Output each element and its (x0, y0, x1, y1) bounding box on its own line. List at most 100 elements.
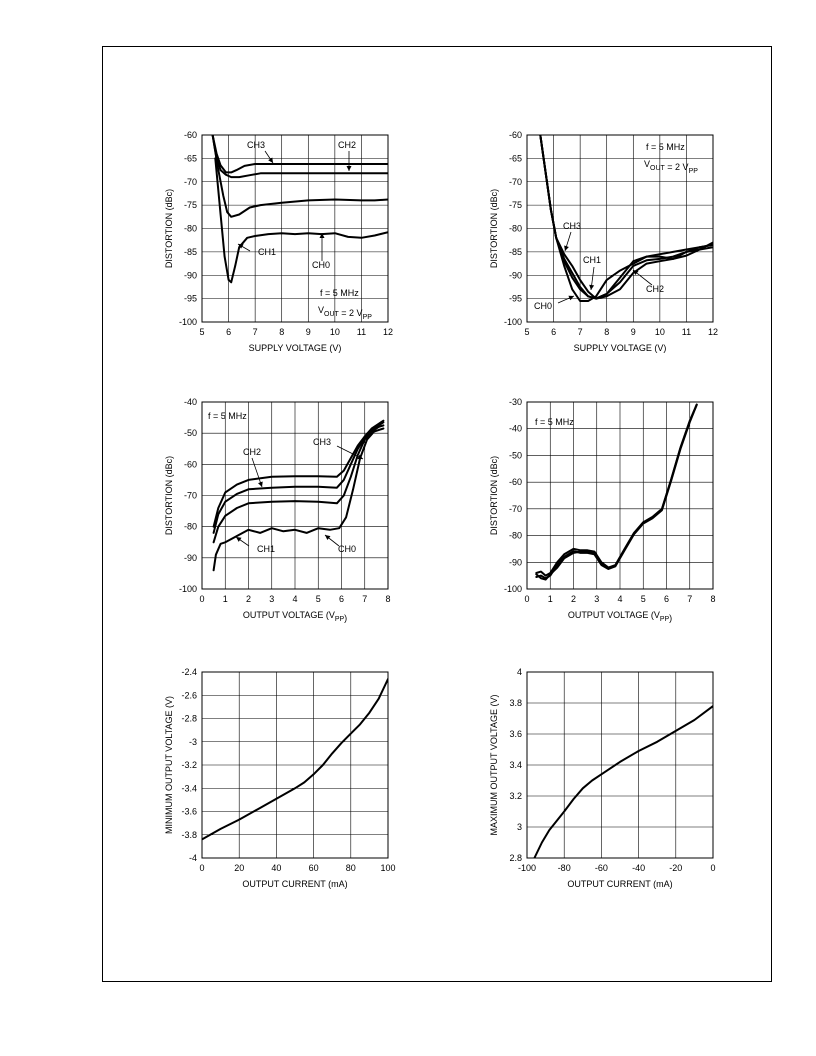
series-label-ch2: CH2 (338, 140, 356, 150)
y-tick-label: -80 (184, 224, 197, 234)
plot-frame (201, 671, 389, 859)
series-line-1 (535, 403, 698, 577)
y-tick-label: -60 (184, 459, 197, 469)
x-tick-label: 60 (309, 863, 319, 873)
x-axis-label: OUTPUT CURRENT (mA) (567, 879, 672, 889)
plot-frame (526, 671, 714, 859)
series-label-ch0: CH0 (534, 301, 552, 311)
x-tick-label: 12 (383, 327, 393, 337)
chart-1: 5 6 7 8 9 10 11 12 -100 -95 -90 -85 -80 -75 -70 -65 -60 S… (164, 130, 393, 353)
x-tick-label: 5 (524, 327, 529, 337)
series-line-3 (535, 403, 698, 581)
arrowhead-icon (236, 537, 242, 542)
x-tick-label: 6 (551, 327, 556, 337)
series-line-ch1 (212, 424, 385, 544)
y-tick-label: -3 (189, 737, 197, 747)
chart-2: 5 6 7 8 9 10 11 12 -100 -95 -90 -85 -80 -75 -70 -65 -60 S… (489, 130, 718, 353)
x-tick-label: 7 (362, 594, 367, 604)
y-tick-label: -50 (509, 450, 522, 460)
series-label-ch0: CH0 (338, 544, 356, 554)
x-tick-label: 10 (655, 327, 665, 337)
y-tick-label: 3.6 (509, 729, 522, 739)
y-tick-label: -90 (509, 270, 522, 280)
series-line-ch0 (539, 135, 713, 302)
series-line-ch2 (212, 421, 385, 534)
series-label-ch1: CH1 (583, 255, 601, 265)
series-label-ch3: CH3 (563, 221, 581, 231)
x-tick-label: -40 (632, 863, 645, 873)
x-tick-label: 7 (253, 327, 258, 337)
y-tick-label: 4 (517, 667, 522, 677)
x-tick-label: 6 (664, 594, 669, 604)
y-tick-label: -40 (184, 397, 197, 407)
series-line-ch2 (539, 135, 713, 300)
x-tick-label: 6 (226, 327, 231, 337)
y-axis-label: DISTORTION (dBc) (489, 189, 499, 268)
annotation-1: f = 5 MHz (646, 142, 685, 152)
y-tick-label: -3.2 (181, 760, 197, 770)
plot-frame (201, 401, 389, 590)
y-tick-label: -95 (509, 294, 522, 304)
y-tick-label: -100 (179, 584, 197, 594)
y-tick-label: -95 (184, 294, 197, 304)
series-label-ch2: CH2 (646, 284, 664, 294)
y-tick-label: -80 (184, 522, 197, 532)
x-tick-label: 11 (357, 327, 366, 337)
arrowhead-icon (258, 481, 263, 487)
y-tick-label: -40 (509, 424, 522, 434)
arrowhead-icon (357, 454, 363, 459)
x-tick-label: 0 (710, 863, 715, 873)
x-tick-label: -60 (595, 863, 608, 873)
y-tick-label: -70 (184, 491, 197, 501)
y-tick-label: -50 (184, 428, 197, 438)
x-tick-label: 100 (380, 863, 395, 873)
x-tick-label: 0 (199, 594, 204, 604)
arrowhead-icon (268, 157, 273, 163)
y-axis-label: DISTORTION (dBc) (164, 456, 174, 535)
y-tick-label: -80 (509, 531, 522, 541)
y-tick-label: -65 (184, 153, 197, 163)
arrowhead-icon (346, 166, 352, 171)
x-axis-label: SUPPLY VOLTAGE (V) (574, 343, 667, 353)
x-axis-label: SUPPLY VOLTAGE (V) (249, 343, 342, 353)
x-tick-label: -20 (669, 863, 682, 873)
y-tick-label: -4 (189, 853, 197, 863)
annotation-1: f = 5 MHz (208, 411, 247, 421)
x-tick-label: 11 (682, 327, 691, 337)
x-tick-label: 9 (631, 327, 636, 337)
x-axis-label: OUTPUT CURRENT (mA) (242, 879, 347, 889)
y-axis-label: DISTORTION (dBc) (489, 456, 499, 535)
y-axis-label: MINIMUM OUTPUT VOLTAGE (V) (164, 696, 174, 834)
chart-3: 0 1 2 3 4 5 6 7 8 -100 -90 -80 -70 -60 -50 -40 OUTPUT VO… (164, 397, 391, 623)
y-tick-label: -3.4 (181, 783, 197, 793)
arrowhead-icon (238, 244, 244, 249)
x-tick-label: 40 (271, 863, 281, 873)
series-line-2 (535, 403, 698, 580)
arrowhead-icon (633, 270, 639, 276)
y-tick-label: -3.6 (181, 807, 197, 817)
x-tick-label: 4 (292, 594, 297, 604)
y-tick-label: -90 (184, 270, 197, 280)
x-tick-label: 6 (339, 594, 344, 604)
y-tick-label: -30 (509, 397, 522, 407)
x-tick-label: 2 (571, 594, 576, 604)
x-tick-label: 8 (385, 594, 390, 604)
series-label-ch0: CH0 (312, 260, 330, 270)
chart-6: -100 -80 -60 -40 -20 0 2.8 3 3.2 3.4 3.6 3.8 4 OUTPUT… (489, 667, 716, 889)
x-tick-label: 8 (279, 327, 284, 337)
y-tick-label: -3.8 (181, 830, 197, 840)
series-label-ch3: CH3 (313, 437, 331, 447)
x-tick-label: 12 (708, 327, 718, 337)
callout-arrow (251, 457, 263, 488)
series-line-1 (202, 678, 388, 841)
chart-4: 0 1 2 3 4 5 6 7 8 -100 -90 -80 -70 -60 -50 -40 -30 OUTPUT… (489, 397, 716, 623)
annotation-1: f = 5 MHz (320, 288, 359, 298)
y-tick-label: -60 (509, 130, 522, 140)
y-tick-label: -90 (184, 553, 197, 563)
y-tick-label: -2.6 (181, 690, 197, 700)
x-tick-label: 0 (524, 594, 529, 604)
x-tick-label: 1 (223, 594, 228, 604)
series-line-ch2 (211, 135, 388, 179)
x-axis-label: OUTPUT VOLTAGE (VPP) (243, 610, 347, 623)
